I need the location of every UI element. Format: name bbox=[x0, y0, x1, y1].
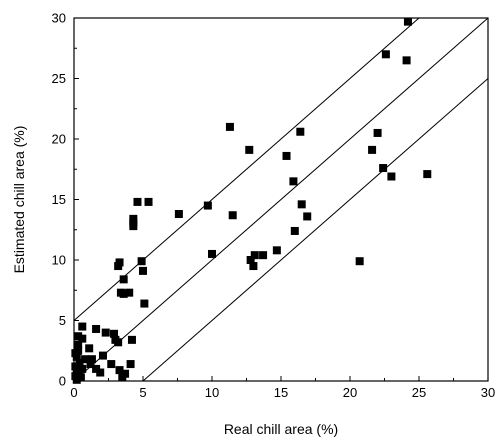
data-point bbox=[174, 210, 183, 219]
axis-ticks bbox=[73, 17, 489, 382]
data-point bbox=[87, 355, 96, 364]
data-point bbox=[259, 251, 268, 260]
data-point bbox=[423, 170, 432, 179]
data-point bbox=[86, 360, 95, 369]
data-point bbox=[139, 266, 147, 275]
data-point bbox=[303, 212, 312, 221]
data-point bbox=[297, 200, 306, 209]
y-tick-label: 30 bbox=[52, 11, 66, 26]
data-point bbox=[228, 211, 237, 220]
reference-line-2 bbox=[73, 17, 489, 382]
data-point bbox=[373, 128, 382, 137]
x-tick-label: 5 bbox=[139, 385, 146, 400]
data-point bbox=[78, 334, 87, 343]
data-point bbox=[250, 251, 259, 260]
data-point bbox=[71, 362, 80, 371]
data-point bbox=[403, 17, 412, 26]
y-tick-label: 5 bbox=[59, 313, 66, 328]
data-point bbox=[282, 151, 291, 160]
x-tick-label: 30 bbox=[481, 385, 495, 400]
data-point bbox=[225, 122, 234, 131]
data-points bbox=[71, 17, 432, 384]
data-point bbox=[125, 288, 134, 297]
y-tick-label: 10 bbox=[52, 253, 66, 268]
data-point bbox=[119, 275, 128, 284]
data-point bbox=[203, 201, 212, 210]
data-point bbox=[72, 375, 81, 384]
y-tick-label: 20 bbox=[52, 132, 66, 147]
data-point bbox=[78, 364, 87, 373]
data-point bbox=[368, 145, 377, 154]
data-point bbox=[72, 352, 81, 361]
data-point bbox=[92, 364, 101, 373]
data-point bbox=[101, 328, 110, 337]
data-point bbox=[245, 145, 254, 154]
data-point bbox=[114, 262, 123, 271]
data-point bbox=[98, 351, 107, 360]
data-point bbox=[381, 50, 390, 59]
data-point bbox=[76, 373, 85, 382]
y-tick-label: 25 bbox=[52, 71, 66, 86]
data-point bbox=[129, 222, 138, 231]
data-point bbox=[78, 322, 87, 331]
data-point bbox=[355, 257, 364, 266]
reference-lines bbox=[73, 17, 489, 382]
x-tick-label: 10 bbox=[205, 385, 219, 400]
data-point bbox=[74, 340, 83, 349]
data-point bbox=[249, 262, 258, 271]
x-tick-label: 25 bbox=[412, 385, 426, 400]
data-point bbox=[272, 246, 281, 255]
data-point bbox=[96, 368, 105, 377]
x-axis-title: Real chill area (%) bbox=[224, 421, 338, 437]
data-point bbox=[119, 289, 128, 298]
y-tick-label: 0 bbox=[59, 374, 66, 389]
data-point bbox=[133, 197, 142, 206]
x-tick-label: 0 bbox=[70, 385, 77, 400]
data-point bbox=[289, 177, 298, 186]
data-point bbox=[140, 299, 149, 308]
data-point bbox=[75, 358, 84, 367]
data-point bbox=[92, 324, 101, 333]
y-tick-label: 15 bbox=[52, 192, 66, 207]
data-point bbox=[379, 164, 388, 173]
data-point bbox=[110, 329, 119, 338]
data-point bbox=[114, 338, 123, 347]
reference-line-3 bbox=[142, 78, 489, 382]
data-point bbox=[74, 332, 83, 341]
x-tick-label: 20 bbox=[343, 385, 357, 400]
x-tick-label: 15 bbox=[274, 385, 288, 400]
data-point bbox=[118, 373, 127, 382]
data-point bbox=[296, 127, 305, 136]
data-point bbox=[81, 355, 90, 364]
data-point bbox=[246, 256, 255, 264]
y-axis-title: Estimated chill area (%) bbox=[11, 126, 27, 274]
data-point bbox=[290, 226, 299, 235]
data-point bbox=[387, 172, 396, 181]
data-point bbox=[402, 56, 411, 65]
data-point bbox=[144, 197, 153, 206]
data-point bbox=[85, 344, 94, 353]
data-point bbox=[115, 366, 124, 375]
data-point bbox=[107, 360, 116, 369]
data-point bbox=[208, 249, 216, 258]
data-point bbox=[137, 257, 146, 266]
reference-line-1 bbox=[73, 17, 420, 321]
data-point bbox=[127, 335, 136, 344]
tick-labels: 0 5 10 15 20 25 30 0 5 10 15 20 25 30 bbox=[52, 11, 496, 401]
data-point bbox=[126, 360, 135, 369]
